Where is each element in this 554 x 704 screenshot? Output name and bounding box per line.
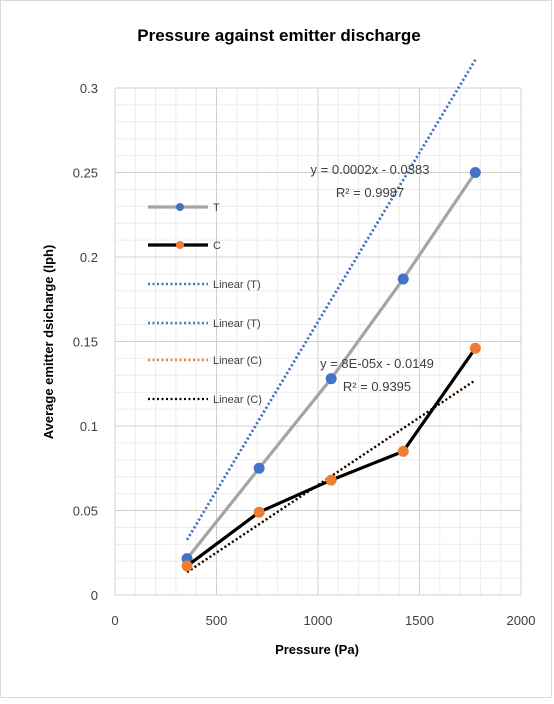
trendlines: [185, 59, 477, 574]
chart-title: Pressure against emitter discharge: [137, 26, 420, 45]
trendline-equation: y = 0.0002x - 0.0383: [311, 162, 430, 177]
r-squared-label: R² = 0.9395: [343, 379, 411, 394]
axes: 0 500 1000 1500 2000 0 0.05 0.1 0.15 0.2 0.25 0.3: [73, 81, 536, 628]
x-tick-label: 2000: [507, 613, 536, 628]
y-tick-label: 0.25: [73, 166, 98, 181]
data-point: [253, 506, 265, 518]
grid: [114, 87, 522, 596]
data-point: [325, 474, 337, 486]
legend: T C Linear (T) Linear (T) Linear (C) Linear (…: [148, 202, 262, 406]
x-tick-label: 1500: [405, 613, 434, 628]
data-point: [397, 445, 409, 457]
trendline: [186, 379, 476, 574]
y-tick-label: 0: [91, 588, 98, 603]
series: [181, 167, 481, 572]
legend-label: Linear (T): [213, 279, 261, 291]
data-point: [181, 560, 193, 572]
y-tick-label: 0.05: [73, 504, 98, 519]
legend-label: Linear (C): [213, 394, 262, 406]
legend-label: T: [213, 202, 220, 214]
y-tick-label: 0.1: [80, 419, 98, 434]
trendline: [185, 59, 477, 541]
legend-label: Linear (T): [213, 318, 261, 330]
legend-label: C: [213, 240, 221, 252]
r-squared-label: R² = 0.9987: [336, 185, 404, 200]
trendline-equation: y = 8E-05x - 0.0149: [320, 356, 434, 371]
legend-marker: [176, 241, 184, 249]
legend-label: Linear (C): [213, 355, 262, 367]
data-point: [325, 373, 337, 385]
data-point: [469, 342, 481, 354]
y-tick-label: 0.15: [73, 335, 98, 350]
data-point: [253, 462, 265, 474]
y-axis-label: Average emitter dsicharge (lph): [41, 245, 56, 440]
x-tick-label: 1000: [304, 613, 333, 628]
x-tick-label: 0: [111, 613, 118, 628]
x-tick-label: 500: [206, 613, 228, 628]
y-tick-label: 0.3: [80, 81, 98, 96]
x-axis-label: Pressure (Pa): [275, 642, 359, 657]
legend-marker: [176, 203, 184, 211]
data-point: [469, 167, 481, 178]
y-tick-label: 0.2: [80, 250, 98, 265]
data-point: [397, 273, 409, 285]
annotations: y = 0.0002x - 0.0383 R² = 0.9987 y = 8E-05…: [311, 162, 434, 394]
